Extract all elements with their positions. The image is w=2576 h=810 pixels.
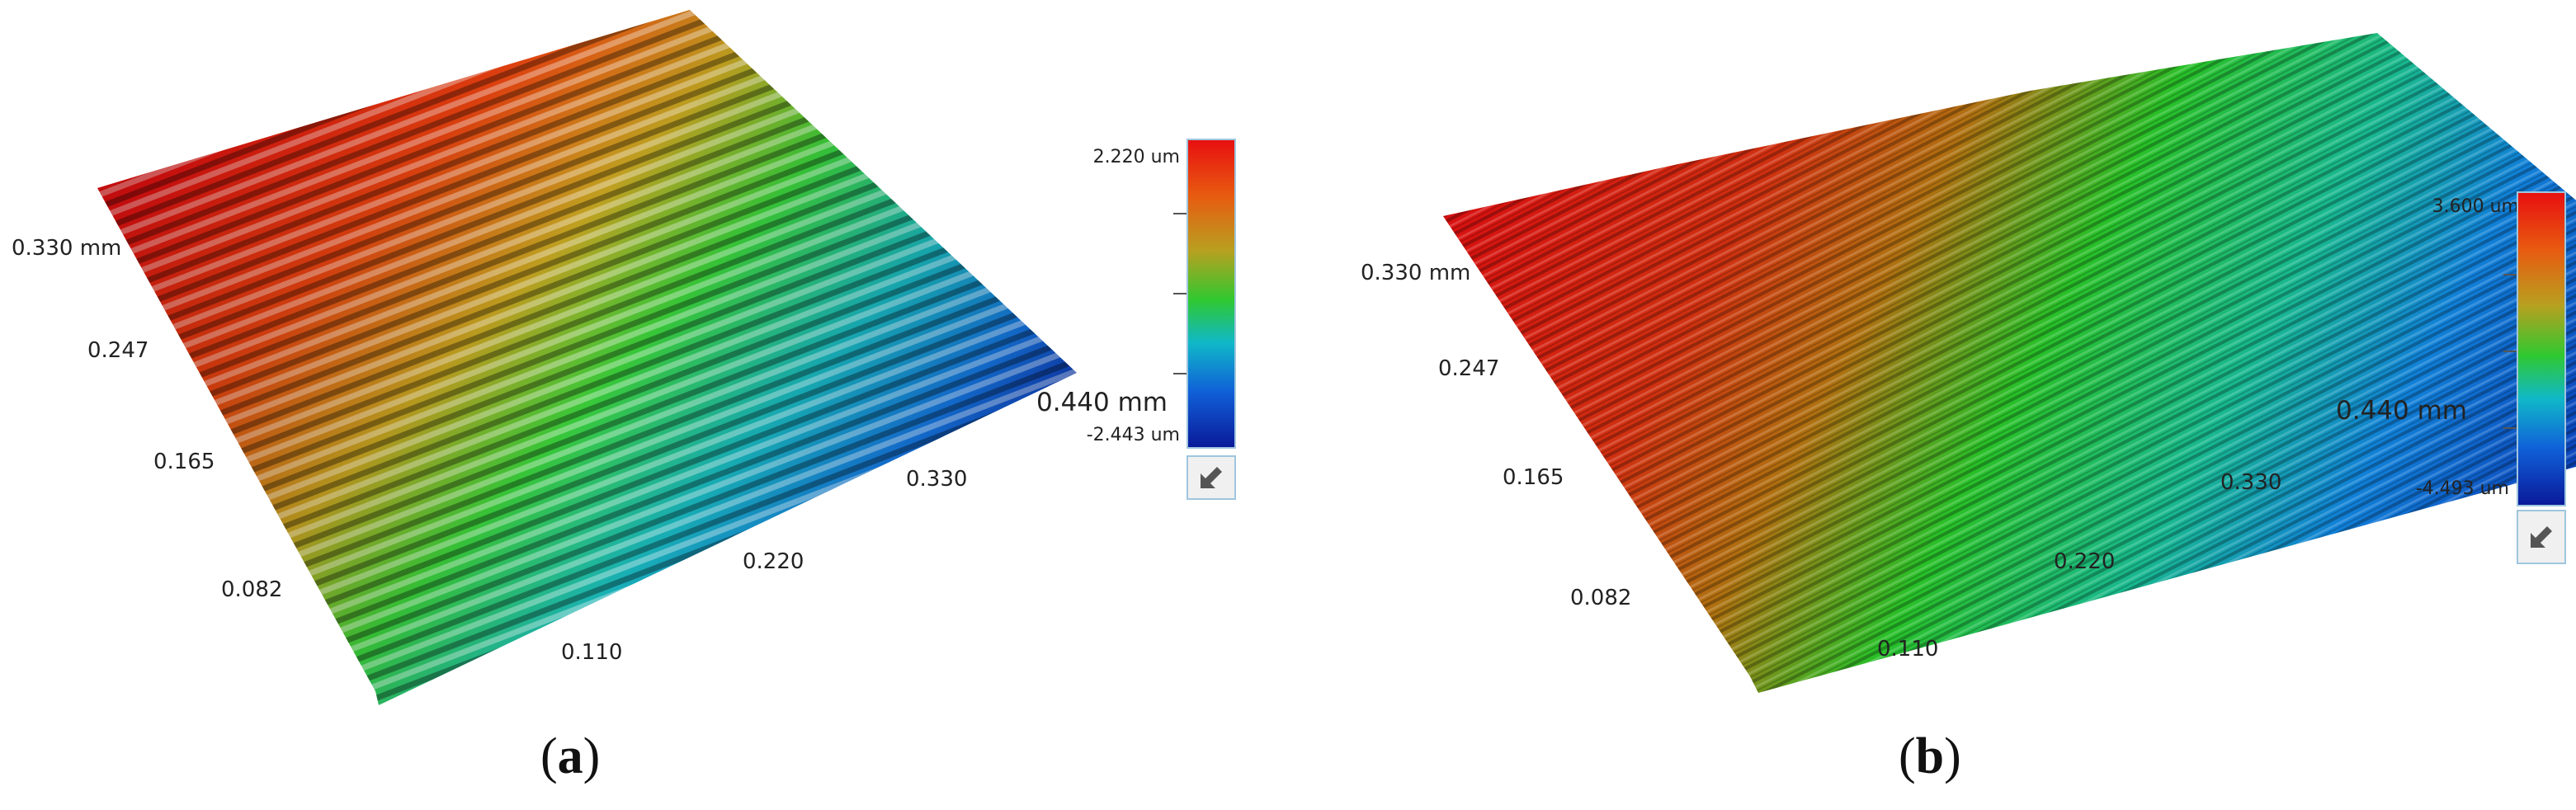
zoom-arrow-icon	[2531, 526, 2552, 548]
scale-max-value: 3.600 um	[2432, 196, 2519, 217]
surface-plot-b[interactable]	[1288, 0, 2576, 810]
scale-tick	[2503, 351, 2517, 352]
x-axis-label: 0.110	[1877, 637, 1939, 662]
caption-b: (b)	[1899, 728, 1961, 784]
color-scale-bar	[2517, 191, 2566, 506]
zoom-arrow-icon	[1201, 467, 1222, 488]
surface-a-shade	[97, 10, 1077, 705]
x-axis-label: 0.220	[2054, 549, 2116, 574]
y-axis-label: 0.165	[153, 450, 215, 474]
color-scale-bar	[1187, 139, 1236, 449]
scale-tick	[1173, 293, 1187, 294]
scale-tick	[2503, 274, 2517, 275]
y-axis-label: 0.330 mm	[1361, 261, 1471, 285]
y-axis-label: 0.082	[1570, 586, 1632, 610]
scale-min-value: -2.443 um	[1086, 425, 1180, 445]
x-axis-label: 0.330	[906, 467, 968, 492]
panel-a: 0.330 mm 0.247 0.165 0.082 0.440 mm 0.33…	[0, 0, 1288, 810]
color-scale-gradient	[1188, 140, 1234, 447]
caption-a: (a)	[540, 728, 601, 784]
x-axis-label: 0.330	[2220, 470, 2282, 495]
y-axis-label: 0.247	[87, 338, 149, 363]
surface-plot-a[interactable]	[0, 0, 1288, 810]
x-axis-label: 0.440 mm	[2336, 396, 2467, 426]
x-axis-label: 0.110	[561, 640, 623, 665]
x-axis-label: 0.440 mm	[1036, 388, 1168, 417]
y-axis-label: 0.165	[1503, 465, 1564, 490]
color-scale-gradient	[2518, 193, 2564, 505]
scale-tick	[2503, 427, 2517, 429]
scale-tick	[1173, 373, 1187, 374]
y-axis-label: 0.330 mm	[12, 236, 122, 261]
x-axis-label: 0.220	[743, 549, 804, 574]
surface-b-stripes	[1443, 33, 2576, 693]
y-axis-label: 0.247	[1438, 356, 1500, 381]
panel-b: 0.330 mm 0.247 0.165 0.082 0.440 mm 0.33…	[1288, 0, 2576, 810]
scale-max-value: 2.220 um	[1092, 147, 1180, 167]
scale-min-value: -4.493 um	[2415, 478, 2509, 499]
zoom-arrow-button[interactable]	[1187, 455, 1236, 500]
zoom-arrow-button[interactable]	[2517, 510, 2566, 564]
scale-tick	[1173, 213, 1187, 214]
y-axis-label: 0.082	[221, 577, 283, 602]
